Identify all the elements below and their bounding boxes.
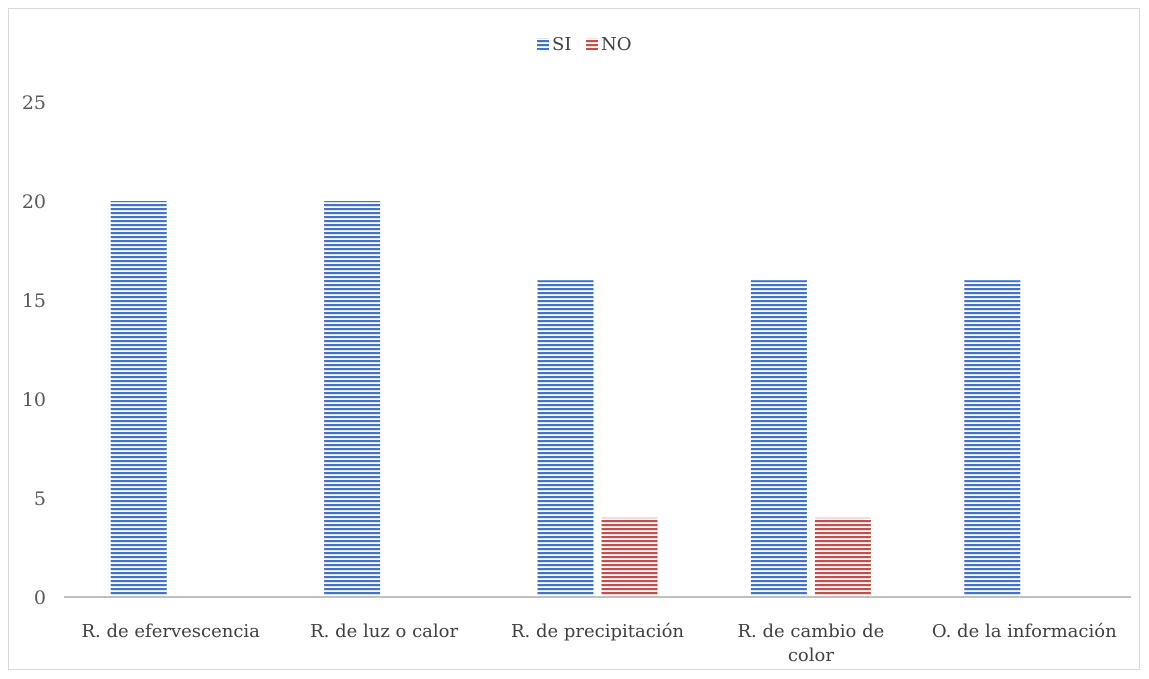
bar-si-1 (110, 201, 167, 597)
y-axis: 0 5 10 15 20 25 (22, 92, 46, 609)
x-tick-label: R. de efervescencia (81, 621, 260, 642)
y-tick-label: 10 (22, 389, 46, 411)
legend-swatch-si (537, 38, 549, 50)
y-tick-label: 20 (22, 191, 46, 213)
legend-swatch-no (586, 38, 598, 50)
legend-label-si: SI (552, 34, 571, 55)
x-tick-label: O. de la información (932, 621, 1117, 642)
bar-si-4 (750, 280, 807, 597)
x-tick-label: R. de cambio de color (738, 621, 885, 666)
y-tick-label: 25 (22, 92, 46, 114)
bar-no-4 (814, 517, 871, 597)
x-axis: R. de efervescencia R. de luz o calor R. d… (64, 596, 1131, 666)
bar-si-5 (964, 280, 1021, 597)
bar-si-3 (537, 280, 594, 597)
x-tick-label: R. de luz o calor (310, 621, 458, 642)
legend-label-no: NO (601, 34, 632, 55)
y-tick-label: 0 (34, 587, 46, 609)
bar-no-3 (601, 517, 658, 597)
bar-si-2 (324, 201, 381, 597)
y-tick-label: 15 (22, 290, 46, 312)
x-tick-label: R. de precipitación (511, 621, 684, 642)
legend: SI NO (537, 34, 632, 55)
y-tick-label: 5 (34, 488, 46, 510)
bars (110, 201, 1021, 597)
